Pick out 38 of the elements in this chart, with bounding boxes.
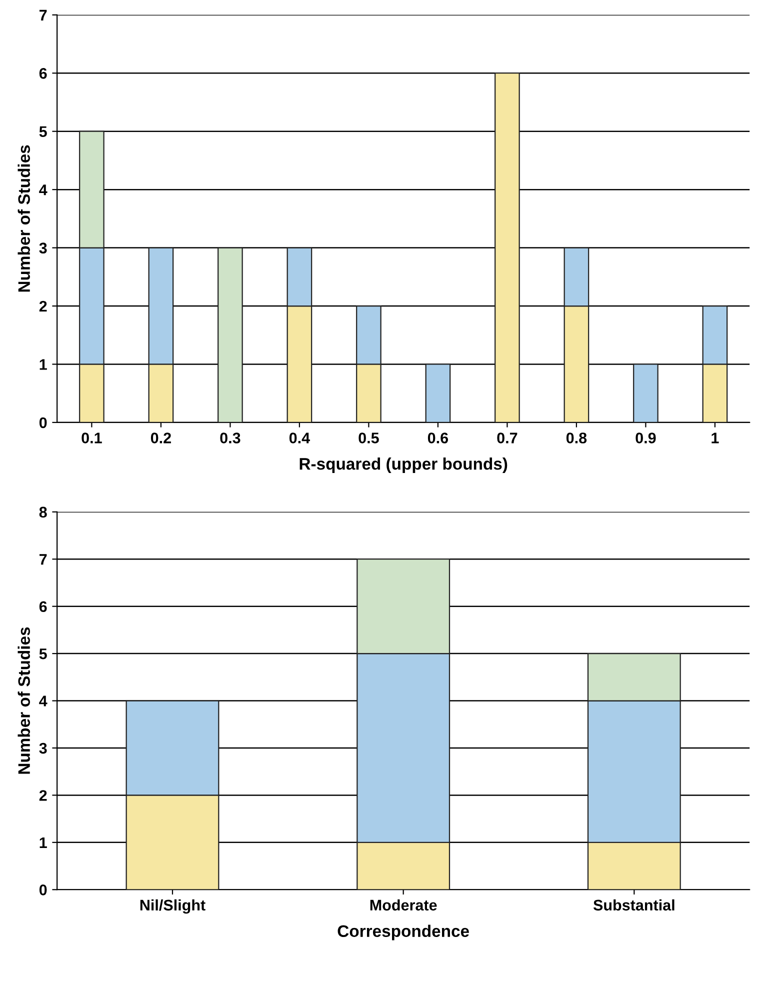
bar [425,364,451,422]
x-tick-label: Nil/Slight [140,899,206,914]
y-tick-label: 4 [39,184,48,196]
y-tick-label: 2 [39,300,47,312]
x-tick-label: 0.1 [82,432,102,444]
y-tick-label: 0 [39,417,47,428]
x-tick-label: Substantial [593,899,674,911]
x-tick-label: 0.5 [358,432,379,444]
y-tick-label: 0 [39,884,47,896]
bar [218,247,243,422]
bar [633,364,658,422]
x-tick-label: 0.3 [220,432,240,444]
y-tick-label: 6 [39,68,47,79]
y-axis-title: Number of Studies [18,627,30,774]
y-tick-label: 5 [39,126,47,138]
y-tick-label: 1 [40,837,47,848]
y-tick-label: 3 [39,742,47,754]
y-tick-label: 3 [39,242,47,254]
x-tick-label: 0.2 [150,432,171,444]
x-tick-label: 0.4 [289,432,310,444]
y-tick-label: 6 [39,601,47,612]
x-tick-label: 0.7 [497,432,518,444]
x-tick-label: 0.9 [636,432,656,444]
y-tick-label: 7 [40,10,47,20]
y-tick-label: 2 [39,790,47,801]
x-tick-label: 0.8 [566,432,587,444]
x-axis-title: Correspondence [338,924,469,940]
x-tick-label: 0.6 [428,432,448,444]
x-tick-label: Moderate [370,899,437,911]
x-tick-label: 1 [712,432,719,444]
bar [494,72,520,422]
y-axis-title: Number of Studies [18,145,30,292]
y-tick-label: 8 [39,506,47,518]
y-tick-label: 7 [40,554,47,565]
y-tick-label: 1 [40,359,47,370]
y-tick-label: 5 [39,648,47,660]
x-axis-title: R-squared (upper bounds) [300,458,508,474]
y-tick-label: 4 [39,696,48,706]
